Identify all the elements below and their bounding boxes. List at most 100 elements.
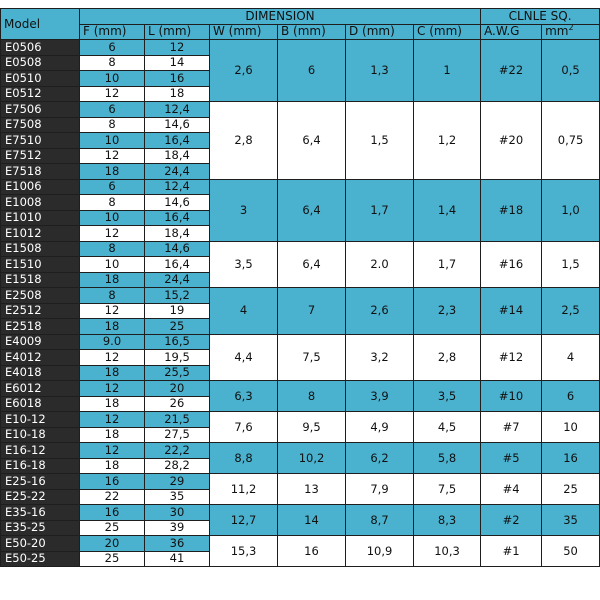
model-cell: E0508 (0, 54, 80, 71)
f-cell: 18 (79, 395, 145, 412)
awg-header: A.W.G (480, 23, 543, 40)
d-cell: 1,5 (345, 101, 414, 180)
model-cell: E6018 (0, 395, 80, 412)
model-cell: E7518 (0, 163, 80, 180)
w-header: W (mm) (209, 23, 278, 40)
c-cell: 7,5 (412, 473, 482, 505)
b-cell: 6,4 (277, 240, 346, 288)
c-cell: 1,7 (412, 240, 482, 288)
model-cell: E4009 (0, 333, 80, 350)
b-cell: 10,2 (277, 442, 346, 474)
f-cell: 12 (79, 349, 145, 366)
model-cell: E1006 (0, 178, 80, 195)
f-cell: 18 (79, 163, 145, 180)
mm2-cell: 50 (541, 535, 600, 567)
f-cell: 8 (79, 287, 145, 304)
model-cell: E1010 (0, 209, 80, 226)
f-cell: 6 (79, 39, 145, 56)
d-cell: 1,3 (345, 39, 414, 102)
awg-cell: #4 (480, 473, 543, 505)
table-row: E7506 6 12,4 2,8 6,4 1,5 1,2 #20 0,75 (0, 101, 600, 180)
l-cell: 36 (144, 535, 210, 552)
table-row: E6018 18 26 (0, 395, 600, 412)
awg-cell: #20 (480, 101, 543, 180)
model-cell: E35-16 (0, 504, 80, 521)
mm2-cell: 1,0 (541, 178, 600, 242)
d-header: D (mm) (345, 23, 414, 40)
table-row: E50-20 20 36 15,3 16 10,9 10,3 #1 50 (0, 535, 600, 567)
d-cell: 1,7 (345, 178, 414, 242)
table-row: E0512 12 18 (0, 85, 600, 102)
d-cell: 8,7 (345, 504, 414, 536)
table-row: E1008 8 14,6 (0, 194, 600, 211)
mm2-cell: 1,5 (541, 240, 600, 288)
f-cell: 18 (79, 318, 145, 335)
w-cell: 4,4 (209, 333, 278, 381)
l-cell: 16,4 (144, 256, 210, 273)
w-cell: 11,2 (209, 473, 278, 505)
l-cell: 16,4 (144, 209, 210, 226)
awg-cell: #10 (480, 380, 543, 412)
f-cell: 12 (79, 225, 145, 242)
l-cell: 24,4 (144, 163, 210, 180)
dimension-table: Model DIMENSION CLNLE SQ. F (mm) L (mm) … (0, 8, 600, 567)
l-cell: 14,6 (144, 194, 210, 211)
f-cell: 8 (79, 54, 145, 71)
w-cell: 3 (209, 178, 278, 242)
mm2-cell: 2,5 (541, 287, 600, 335)
table-row: E1010 10 16,4 (0, 209, 600, 226)
table-row: E25-22 22 35 (0, 488, 600, 505)
mm2-unit: mm (545, 24, 569, 39)
table-row: E50-25 25 41 (0, 550, 600, 567)
table-row: E6012 12 20 6,3 8 3,9 3,5 #10 6 (0, 380, 600, 412)
awg-cell: #1 (480, 535, 543, 567)
f-cell: 25 (79, 519, 145, 536)
table-row: E1510 10 16,4 (0, 256, 600, 273)
mm2-cell: 10 (541, 411, 600, 443)
table-row: E35-25 25 39 (0, 519, 600, 536)
f-cell: 12 (79, 147, 145, 164)
table-row: E35-16 16 30 12,7 14 8,7 8,3 #2 35 (0, 504, 600, 536)
b-cell: 7,5 (277, 333, 346, 381)
model-cell: E16-12 (0, 442, 80, 459)
d-cell: 2,6 (345, 287, 414, 335)
b-cell: 16 (277, 535, 346, 567)
f-cell: 25 (79, 550, 145, 567)
model-cell: E10-18 (0, 426, 80, 443)
f-cell: 16 (79, 504, 145, 521)
table-row: E2512 12 19 (0, 302, 600, 319)
f-cell: 8 (79, 194, 145, 211)
f-cell: 6 (79, 178, 145, 195)
table-row: E7510 10 16,4 (0, 132, 600, 149)
b-cell: 8 (277, 380, 346, 412)
b-cell: 9,5 (277, 411, 346, 443)
model-header: Model (0, 8, 80, 40)
awg-cell: #16 (480, 240, 543, 288)
b-header: B (mm) (277, 23, 346, 40)
l-cell: 18 (144, 85, 210, 102)
awg-cell: #12 (480, 333, 543, 381)
l-cell: 21,5 (144, 411, 210, 428)
model-cell: E6012 (0, 380, 80, 397)
f-cell: 6 (79, 101, 145, 118)
c-header: C (mm) (412, 23, 482, 40)
b-cell: 14 (277, 504, 346, 536)
model-cell: E10-12 (0, 411, 80, 428)
w-cell: 15,3 (209, 535, 278, 567)
table-row: E4009 9.0 16,5 4,4 7,5 3,2 2,8 #12 4 (0, 333, 600, 381)
mm2-header: mm2 (541, 23, 600, 40)
model-cell: E50-20 (0, 535, 80, 552)
dimension-header: DIMENSION (78, 8, 482, 25)
l-cell: 12,4 (144, 101, 210, 118)
f-header: F (mm) (79, 23, 145, 40)
l-cell: 39 (144, 519, 210, 536)
f-cell: 8 (79, 116, 145, 133)
l-cell: 14,6 (144, 116, 210, 133)
mm2-cell: 25 (541, 473, 600, 505)
l-cell: 14 (144, 54, 210, 71)
l-cell: 27,5 (144, 426, 210, 443)
l-cell: 25 (144, 318, 210, 335)
table-row: E25-16 16 29 11,2 13 7,9 7,5 #4 25 (0, 473, 600, 505)
c-cell: 2,8 (412, 333, 482, 381)
l-cell: 15,2 (144, 287, 210, 304)
